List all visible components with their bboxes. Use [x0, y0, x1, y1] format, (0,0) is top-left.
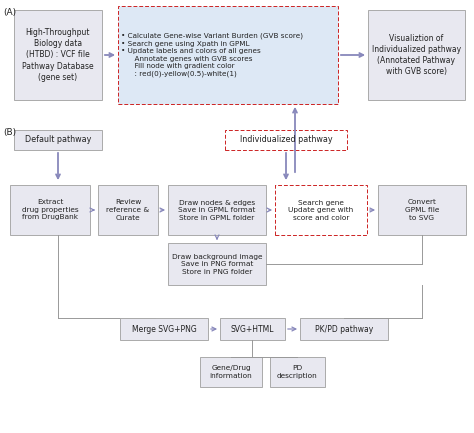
Text: Search gene
Update gene with
score and color: Search gene Update gene with score and c… [288, 200, 354, 220]
FancyBboxPatch shape [168, 185, 266, 235]
Text: (B): (B) [3, 128, 16, 137]
FancyBboxPatch shape [275, 185, 367, 235]
Text: Individualized pathway: Individualized pathway [240, 136, 332, 145]
Text: High-Throughput
Biology data
(HTBD) : VCF file
Pathway Database
(gene set): High-Throughput Biology data (HTBD) : VC… [22, 28, 94, 82]
FancyBboxPatch shape [120, 318, 208, 340]
FancyBboxPatch shape [98, 185, 158, 235]
Text: Extract
drug properties
from DrugBank: Extract drug properties from DrugBank [22, 200, 78, 220]
FancyBboxPatch shape [14, 10, 102, 100]
FancyBboxPatch shape [300, 318, 388, 340]
FancyBboxPatch shape [168, 243, 266, 285]
FancyBboxPatch shape [378, 185, 466, 235]
Text: • Calculate Gene-wise Variant Burden (GVB score)
• Search gene using Xpath in GP: • Calculate Gene-wise Variant Burden (GV… [121, 33, 303, 77]
FancyBboxPatch shape [270, 357, 325, 387]
FancyBboxPatch shape [14, 130, 102, 150]
FancyBboxPatch shape [220, 318, 285, 340]
Text: Convert
GPML file
to SVG: Convert GPML file to SVG [405, 200, 439, 220]
FancyBboxPatch shape [225, 130, 347, 150]
FancyBboxPatch shape [368, 10, 465, 100]
Text: SVG+HTML: SVG+HTML [231, 324, 274, 333]
Text: PD
description: PD description [277, 365, 318, 379]
FancyBboxPatch shape [10, 185, 90, 235]
FancyBboxPatch shape [118, 6, 338, 104]
FancyBboxPatch shape [200, 357, 262, 387]
Text: PK/PD pathway: PK/PD pathway [315, 324, 373, 333]
Text: Default pathway: Default pathway [25, 136, 91, 145]
Text: Merge SVG+PNG: Merge SVG+PNG [132, 324, 196, 333]
Text: Visualiztion of
Individualized pathway
(Annotated Pathway
with GVB score): Visualiztion of Individualized pathway (… [372, 34, 461, 76]
Text: Draw background image
Save in PNG format
Store in PNG folder: Draw background image Save in PNG format… [172, 253, 262, 275]
Text: (A): (A) [3, 8, 16, 17]
Text: Gene/Drug
information: Gene/Drug information [210, 365, 252, 379]
Text: Review
reference &
Curate: Review reference & Curate [107, 200, 150, 220]
Text: Draw nodes & edges
Save in GPML format
Store in GPML folder: Draw nodes & edges Save in GPML format S… [178, 200, 255, 220]
